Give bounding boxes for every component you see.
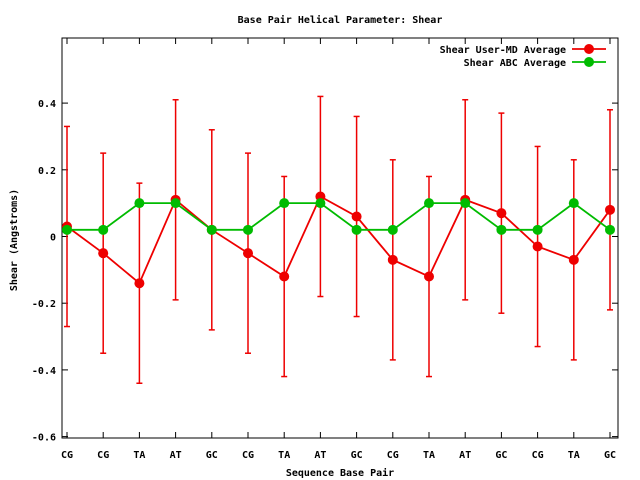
x-tick-label: GC <box>604 450 616 461</box>
data-point <box>62 224 72 235</box>
x-tick-label: TA <box>278 450 290 461</box>
data-point <box>387 224 398 235</box>
data-point <box>351 224 362 235</box>
data-point <box>568 254 579 265</box>
y-tick-label: -0.4 <box>32 366 56 377</box>
data-point <box>605 204 615 215</box>
data-point <box>424 271 434 282</box>
data-point <box>351 211 362 222</box>
x-tick-label: GC <box>351 450 363 461</box>
y-tick-label: 0 <box>50 233 56 244</box>
x-tick-label: TA <box>423 450 435 461</box>
chart-title: Base Pair Helical Parameter: Shear <box>238 14 443 26</box>
x-axis-label: Sequence Base Pair <box>286 467 394 479</box>
legend-label: Shear ABC Average <box>464 58 566 69</box>
series-line-1 <box>66 195 611 285</box>
data-point <box>206 224 217 235</box>
data-point <box>279 198 290 209</box>
data-point <box>496 224 507 235</box>
data-point <box>243 224 253 235</box>
data-point <box>134 198 145 209</box>
axis-ticks: 0.4 0.2 0 -0.2 -0.4 -0.6 CG CG TA AT GC CG TA AT GC CG T… <box>32 38 618 461</box>
x-tick-label: AT <box>314 450 326 461</box>
data-point <box>98 224 109 235</box>
data-point <box>532 241 543 252</box>
data-point <box>568 198 579 209</box>
legend: Shear User-MD Average Shear ABC Average <box>440 44 606 69</box>
data-point <box>170 198 181 209</box>
data-point <box>460 198 471 209</box>
x-tick-label: CG <box>242 450 254 461</box>
legend-swatch-marker <box>584 44 594 54</box>
series-points <box>62 191 615 289</box>
series-line-2 <box>67 202 611 231</box>
x-tick-label: CG <box>97 450 109 461</box>
data-point <box>605 224 615 235</box>
x-tick-label: CG <box>532 450 544 461</box>
x-tick-label: TA <box>133 450 145 461</box>
data-point <box>387 254 398 265</box>
x-tick-label: AT <box>459 450 471 461</box>
legend-swatch-marker <box>584 57 594 67</box>
y-tick-label: 0.2 <box>38 166 56 177</box>
x-tick-label: GC <box>495 450 507 461</box>
x-tick-label: GC <box>206 450 218 461</box>
data-point <box>496 208 507 219</box>
data-point <box>279 271 290 282</box>
data-point <box>243 248 253 259</box>
y-tick-label: 0.4 <box>38 99 56 110</box>
data-point <box>424 198 434 209</box>
data-point <box>532 224 543 235</box>
data-point <box>134 278 145 289</box>
plot-frame <box>61 37 619 439</box>
x-tick-label: AT <box>170 450 182 461</box>
series-lines <box>66 195 611 285</box>
legend-label: Shear User-MD Average <box>440 45 566 56</box>
y-axis-label: Shear (Angstroms) <box>9 189 20 291</box>
data-point <box>98 248 109 259</box>
x-tick-label: TA <box>568 450 580 461</box>
y-tick-label: -0.2 <box>32 299 56 310</box>
y-tick-label: -0.6 <box>32 433 56 444</box>
x-tick-label: CG <box>61 450 73 461</box>
x-tick-label: CG <box>387 450 399 461</box>
data-point <box>315 198 326 209</box>
